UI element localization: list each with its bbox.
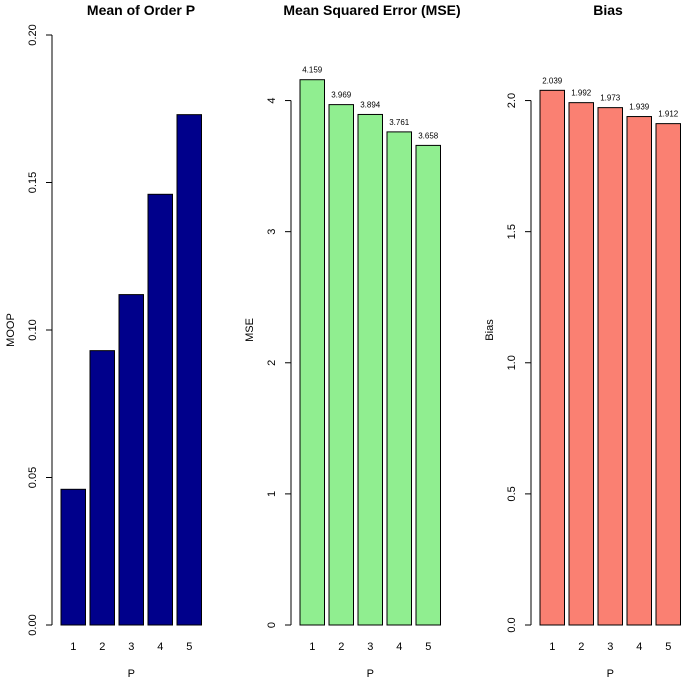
data-label: 1.939 (629, 103, 650, 112)
data-label: 3.761 (389, 118, 410, 127)
y-tick-label: 0.20 (27, 24, 39, 45)
y-tick-label: 0.0 (506, 617, 518, 632)
bar (60, 488, 86, 626)
chart-title: Mean of Order P (87, 2, 195, 18)
chart-title: Mean Squared Error (MSE) (283, 2, 460, 18)
x-category-label: 4 (157, 641, 163, 653)
chart-panel-3: Bias 0.0 0.5 1.0 1.5 2.0 Bias 1 2.039 2 1.992 3 1.97… (484, 2, 681, 680)
y-tick-label: 2.0 (506, 93, 518, 108)
y-tick-label: 1.0 (506, 355, 518, 370)
y-tick-label: 0.05 (27, 467, 39, 488)
y-tick-label: 0 (266, 622, 278, 628)
x-category-label: 3 (128, 641, 134, 653)
x-axis-label: P (367, 668, 374, 679)
data-label: 1.912 (658, 110, 679, 119)
x-category-label: 2 (99, 641, 105, 653)
y-tick-label: 2 (266, 360, 278, 366)
y-tick-label: 0.00 (27, 614, 39, 635)
bar (328, 104, 354, 626)
y-tick-label: 0.5 (506, 486, 518, 501)
y-axis-label: MSE (244, 318, 256, 342)
x-category-label: 5 (665, 641, 671, 653)
x-category-label: 3 (367, 641, 373, 653)
x-axis-label: P (607, 668, 614, 679)
bar (357, 113, 383, 626)
x-category-label: 4 (636, 641, 642, 653)
data-label: 4.159 (302, 66, 323, 75)
x-category-label: 1 (70, 641, 76, 653)
bar (597, 107, 623, 626)
data-label: 2.039 (542, 76, 563, 85)
x-category-label: 5 (425, 641, 431, 653)
bar (118, 294, 144, 626)
y-tick-label: 4 (266, 97, 278, 103)
data-label: 3.658 (418, 131, 439, 140)
bar (568, 102, 594, 626)
chart-title: Bias (593, 2, 623, 18)
y-tick-label: 3 (266, 229, 278, 235)
x-category-label: 3 (607, 641, 613, 653)
x-category-label: 1 (309, 641, 315, 653)
bar (299, 79, 325, 626)
data-label: 3.969 (331, 91, 352, 100)
bar (415, 144, 441, 626)
bar (539, 89, 565, 626)
bar (655, 123, 681, 626)
y-tick-label: 0.10 (27, 319, 39, 340)
bar (89, 350, 115, 626)
data-label: 1.973 (600, 94, 621, 103)
x-category-label: 5 (186, 641, 192, 653)
y-axis-label: MOOP (5, 313, 17, 347)
data-label: 1.992 (571, 89, 592, 98)
y-tick-label: 1.5 (506, 224, 518, 239)
bar (386, 131, 412, 626)
x-axis-label: P (128, 668, 135, 679)
x-category-label: 2 (578, 641, 584, 653)
bar (147, 193, 173, 626)
chart-panel-1: Mean of Order P 0.00 0.05 0.10 0.15 0.20 MOOP 1… (5, 2, 202, 680)
y-tick-label: 0.15 (27, 172, 39, 193)
x-category-label: 1 (549, 641, 555, 653)
y-tick-label: 1 (266, 491, 278, 497)
x-category-label: 4 (396, 641, 402, 653)
chart-panel-2: Mean Squared Error (MSE) 0 1 2 3 4 MSE 1 4.159 2 3… (244, 2, 461, 680)
data-label: 3.894 (360, 100, 381, 109)
y-axis-label: Bias (484, 319, 496, 341)
bar (176, 114, 202, 626)
bar (626, 116, 652, 626)
x-category-label: 2 (338, 641, 344, 653)
